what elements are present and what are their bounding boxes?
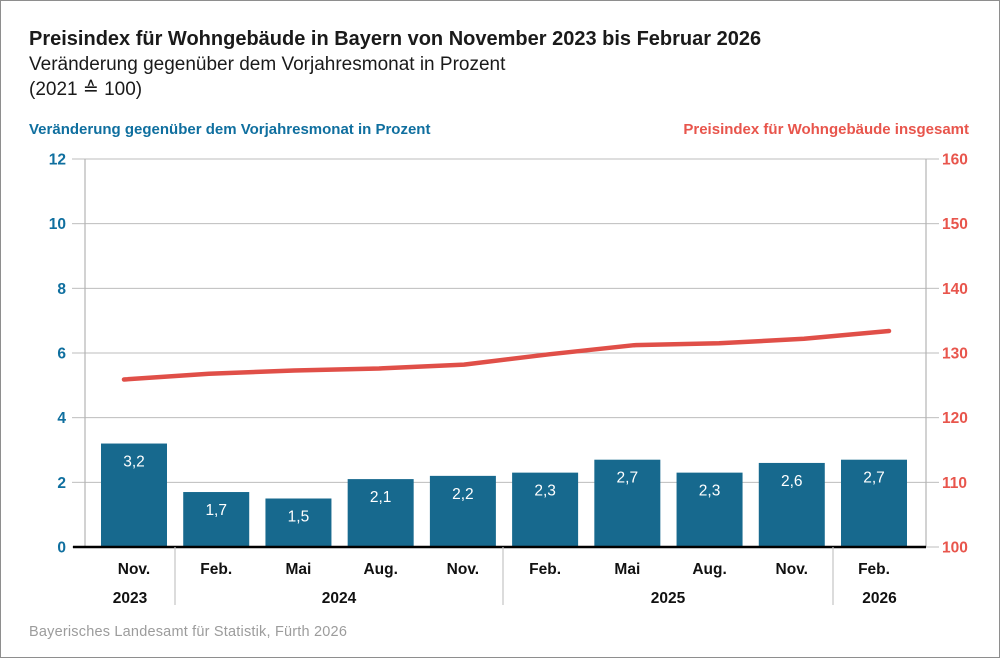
- month-tick-label: Feb.: [200, 561, 232, 578]
- bar: [347, 479, 414, 547]
- month-tick-label: Aug.: [692, 561, 726, 578]
- left-axis-title: Veränderung gegenüber dem Vorjahresmonat…: [29, 121, 431, 138]
- left-axis-tick-label: 12: [49, 152, 66, 169]
- month-tick-label: Aug.: [363, 561, 397, 578]
- bar: [758, 462, 825, 547]
- price-index-line: [121, 328, 892, 382]
- right-axis-tick-label: 120: [942, 410, 968, 427]
- title-block: Preisindex für Wohngebäude in Bayern von…: [29, 27, 761, 102]
- bar-value-label: 2,1: [370, 489, 392, 506]
- source-note: Bayerisches Landesamt für Statistik, Für…: [29, 624, 348, 640]
- bar: [841, 459, 907, 547]
- bar-value-label: 2,3: [699, 483, 721, 500]
- month-tick-label: Nov.: [118, 561, 150, 578]
- axis-titles-row: Veränderung gegenüber dem Vorjahresmonat…: [29, 121, 969, 141]
- chart-title: Preisindex für Wohngebäude in Bayern von…: [29, 28, 762, 50]
- year-tick-label: 2025: [651, 590, 686, 607]
- bar-value-label: 2,7: [863, 470, 885, 487]
- bar-value-label: 2,2: [452, 486, 474, 503]
- bar-value-label: 1,7: [205, 502, 227, 519]
- left-axis-tick-label: 6: [57, 346, 66, 363]
- left-axis-tick-label: 8: [57, 281, 66, 298]
- month-tick-label: Feb.: [858, 561, 890, 578]
- left-axis-tick-label: 0: [57, 540, 66, 557]
- bar: [512, 472, 579, 547]
- bar: [101, 443, 167, 547]
- chart-subtitle: Veränderung gegenüber dem Vorjahresmonat…: [29, 54, 506, 75]
- right-axis-title: Preisindex für Wohngebäude insgesamt: [683, 121, 969, 138]
- left-axis-tick-label: 4: [57, 410, 66, 427]
- month-tick-label: Mai: [614, 561, 640, 578]
- bar: [676, 472, 743, 547]
- month-tick-label: Mai: [286, 561, 312, 578]
- right-axis-tick-label: 140: [942, 281, 968, 298]
- bar-value-label: 2,7: [617, 470, 639, 487]
- bar-value-label: 2,3: [534, 483, 556, 500]
- year-tick-label: 2026: [862, 590, 897, 607]
- bar: [183, 492, 250, 547]
- bar-value-label: 2,6: [781, 473, 803, 490]
- bar: [265, 498, 332, 547]
- month-tick-label: Nov.: [776, 561, 808, 578]
- bar: [429, 475, 496, 547]
- right-axis-tick-label: 160: [942, 152, 968, 169]
- chart-base-note: (2021 ≙ 100): [29, 79, 143, 100]
- bar-value-label: 1,5: [288, 509, 310, 526]
- right-axis-tick-label: 100: [942, 540, 968, 557]
- month-tick-label: Nov.: [447, 561, 479, 578]
- year-tick-label: 2024: [322, 590, 357, 607]
- bar: [594, 459, 661, 547]
- right-axis-tick-label: 150: [942, 216, 968, 233]
- month-tick-label: Feb.: [529, 561, 561, 578]
- left-axis-tick-label: 2: [57, 475, 66, 492]
- bar-value-label: 3,2: [123, 454, 145, 471]
- right-axis-tick-label: 130: [942, 346, 968, 363]
- right-axis-tick-label: 110: [942, 475, 967, 492]
- year-tick-label: 2023: [113, 590, 148, 607]
- left-axis-tick-label: 10: [49, 216, 66, 233]
